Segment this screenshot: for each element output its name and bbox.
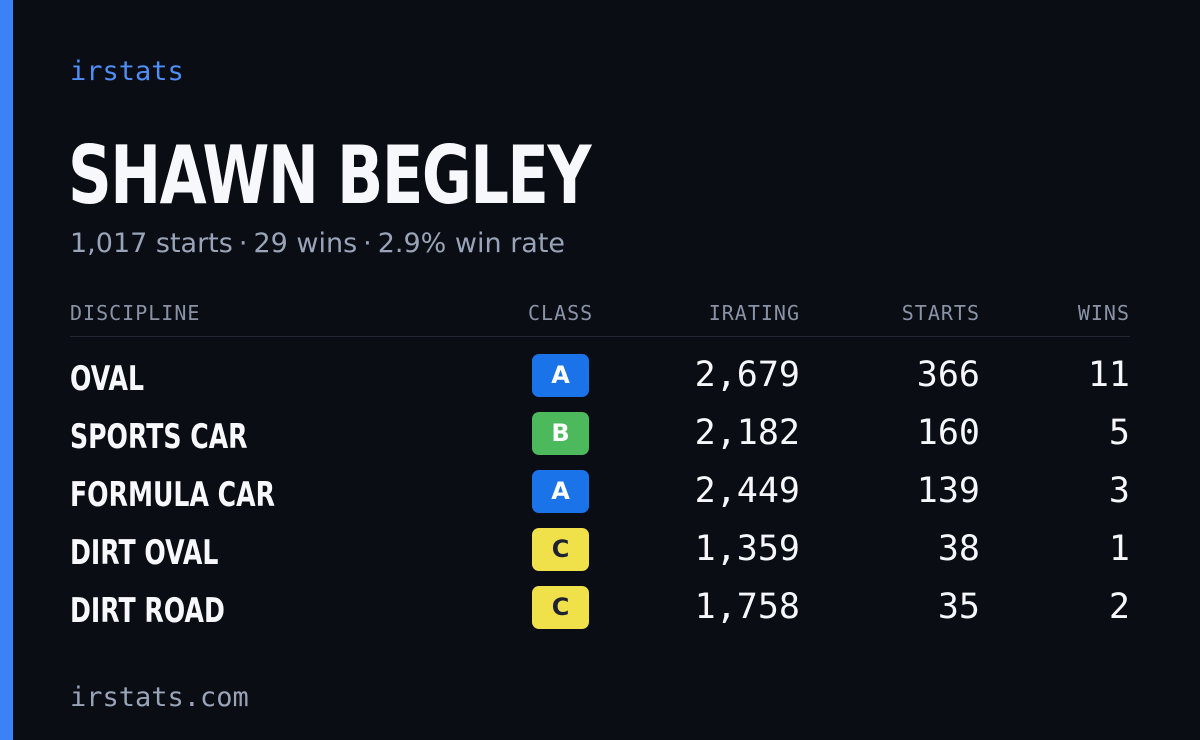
header-discipline: DISCIPLINE	[70, 301, 201, 325]
wins-value: 1	[1108, 529, 1130, 569]
table-row: OVAL A 2,679 366 11	[0, 354, 1200, 412]
header-class: CLASS	[528, 301, 594, 325]
wins-value: 11	[1087, 355, 1130, 395]
footer-url: irstats.com	[70, 682, 249, 713]
accent-bar	[0, 0, 13, 740]
class-badge: B	[532, 412, 589, 455]
discipline-label: DIRT OVAL	[70, 533, 219, 573]
starts-value: 366	[916, 355, 980, 395]
separator: ·	[238, 228, 248, 259]
class-badge: A	[532, 470, 589, 513]
irating-value: 1,359	[694, 529, 800, 569]
starts-value: 35	[937, 587, 980, 627]
irating-value: 2,679	[694, 355, 800, 395]
table-row: SPORTS CAR B 2,182 160 5	[0, 412, 1200, 470]
driver-name: SHAWN BEGLEY	[68, 129, 591, 222]
wins-value: 2	[1108, 587, 1130, 627]
class-badge: A	[532, 354, 589, 397]
wins-summary: 29 wins	[253, 228, 358, 259]
starts-value: 160	[916, 413, 980, 453]
irating-value: 1,758	[694, 587, 800, 627]
wins-value: 5	[1108, 413, 1130, 453]
table-row: DIRT ROAD C 1,758 35 2	[0, 586, 1200, 644]
separator: ·	[363, 228, 372, 259]
discipline-label: OVAL	[70, 359, 144, 399]
class-badge: C	[532, 528, 589, 571]
win-rate-summary: 2.9% win rate	[377, 228, 566, 259]
header-divider	[70, 336, 1130, 337]
header-starts: STARTS	[901, 301, 980, 325]
driver-summary: 1,017 starts · 29 wins · 2.9% win rate	[70, 228, 565, 259]
header-wins: WINS	[1077, 301, 1130, 325]
wins-value: 3	[1108, 471, 1130, 511]
starts-summary: 1,017 starts	[70, 228, 233, 259]
discipline-label: SPORTS CAR	[70, 417, 248, 457]
irating-value: 2,182	[694, 413, 800, 453]
discipline-label: FORMULA CAR	[70, 475, 275, 515]
irating-value: 2,449	[694, 471, 800, 511]
discipline-label: DIRT ROAD	[70, 591, 225, 631]
brand-logo: irstats	[70, 56, 184, 87]
table-row: FORMULA CAR A 2,449 139 3	[0, 470, 1200, 528]
starts-value: 38	[937, 529, 980, 569]
starts-value: 139	[916, 471, 980, 511]
header-irating: IRATING	[708, 301, 800, 325]
class-badge: C	[532, 586, 589, 629]
table-row: DIRT OVAL C 1,359 38 1	[0, 528, 1200, 586]
